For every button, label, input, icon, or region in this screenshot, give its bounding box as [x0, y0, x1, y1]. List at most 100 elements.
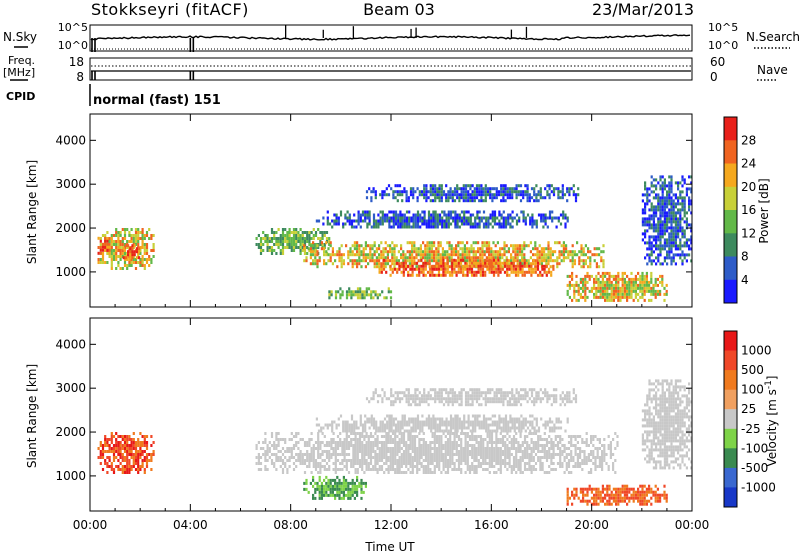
x-tick-label: 00:00	[675, 518, 710, 532]
colorbar-segment	[724, 389, 737, 410]
power-ylabel: Slant Range [km]	[25, 160, 39, 264]
colorbar-segment	[724, 233, 737, 257]
x-tick-label: 12:00	[374, 518, 409, 532]
x-tick-label: 00:00	[73, 518, 108, 532]
x-tick-label: 20:00	[574, 518, 609, 532]
y-tick-label: 3000	[55, 381, 86, 395]
nsky-tick-top: 10^5	[58, 21, 88, 34]
y-tick-label: 3000	[55, 177, 86, 191]
power-xaxis	[89, 114, 693, 307]
colorbar-tick-label: 100	[741, 383, 764, 397]
x-tick-label: 04:00	[173, 518, 208, 532]
colorbar-tick-label: -25	[741, 422, 761, 436]
data-region-2	[315, 414, 569, 433]
freq-label-2: [MHz]	[3, 66, 35, 79]
colorbar-segment	[724, 256, 737, 281]
velocity-xaxis: 00:00 04:00 08:00 12:00 16:00 20:00 00:00	[73, 318, 710, 532]
data-region-9	[641, 175, 693, 266]
colorbar-tick-label: 24	[741, 157, 756, 171]
colorbar-segment	[724, 331, 737, 351]
nsky-label: N.Sky	[3, 30, 37, 44]
colorbar-segment	[724, 487, 737, 508]
x-tick-label: 16:00	[474, 518, 509, 532]
nave-tick-bottom: 0	[710, 70, 718, 84]
data-region-5	[566, 484, 668, 506]
beam-title: Beam 03	[363, 0, 435, 19]
data-region-5	[378, 258, 555, 277]
y-tick-label: 4000	[55, 133, 86, 147]
colorbar-segment	[724, 140, 737, 164]
freq-label-1: Freq.	[8, 54, 35, 67]
colorbar-segment	[724, 163, 737, 188]
colorbar-tick-label: 4	[741, 273, 749, 287]
freq-frame	[89, 57, 693, 81]
x-tick-label: 08:00	[273, 518, 308, 532]
freq-tick-bottom: 8	[76, 70, 84, 84]
date-title: 23/Mar/2013	[592, 0, 694, 19]
data-gap-markers	[91, 38, 195, 80]
station-title: Stokkseyri (fitACF)	[91, 0, 249, 19]
colorbar-segment	[724, 186, 737, 211]
y-tick-label: 2000	[55, 425, 86, 439]
cpid-panel: CPID normal (fast) 151	[6, 84, 221, 108]
nsky-spikes	[284, 24, 528, 38]
colorbar-tick-label: 16	[741, 203, 756, 217]
data-region-1	[97, 236, 111, 255]
data-region-8	[566, 271, 668, 302]
colorbar-tick-label: -1000	[741, 480, 776, 494]
colorbar-tick-label: 20	[741, 180, 756, 194]
data-region-7	[365, 184, 580, 203]
colorbar-segment	[724, 210, 737, 234]
colorbar-segment	[724, 279, 737, 304]
velocity-panel: 1000 2000 3000 4000 00:00 04:00 08:00 12:00 16:…	[25, 317, 779, 554]
velocity-ylabel: Slant Range [km]	[25, 364, 39, 468]
colorbar-tick-label: 1000	[741, 344, 772, 358]
data-region-3	[365, 388, 578, 407]
data-region-4	[303, 475, 367, 500]
velocity-colorbar-label: Velocity [m s-1]	[764, 376, 779, 467]
nsky-panel: N.Sky 10^5 10^0 10^5 10^0 N.Search	[3, 21, 800, 52]
data-region-3	[255, 228, 331, 255]
nave-label: Nave	[757, 63, 788, 77]
colorbar-tick-label: -100	[741, 441, 768, 455]
data-region-2	[122, 244, 141, 260]
velocity-yaxis: 1000 2000 3000 4000	[55, 337, 692, 483]
y-tick-label: 2000	[55, 221, 86, 235]
power-colorbar-label: Power [dB]	[757, 178, 771, 243]
colorbar-tick-label: 12	[741, 226, 756, 240]
colorbar-segment	[724, 409, 737, 430]
time-axis-label: Time UT	[364, 540, 415, 554]
data-region-1	[255, 432, 619, 474]
nsearch-tick-bottom: 10^0	[708, 39, 738, 52]
colorbar-tick-label: 500	[741, 363, 764, 377]
data-region-10	[328, 287, 393, 300]
velocity-data	[97, 379, 693, 506]
power-data	[97, 175, 693, 302]
colorbar-segment	[724, 467, 737, 488]
power-yaxis: 1000 2000 3000 4000	[55, 133, 692, 279]
colorbar-tick-label: -500	[741, 461, 768, 475]
nsearch-tick-top: 10^5	[708, 21, 738, 34]
y-tick-label: 1000	[55, 265, 86, 279]
data-region-0	[97, 432, 155, 474]
colorbar-tick-label: 25	[741, 402, 756, 416]
y-tick-label: 1000	[55, 469, 86, 483]
nave-tick-top: 60	[710, 55, 725, 69]
data-region-6	[641, 379, 693, 470]
data-region-0	[97, 228, 155, 270]
colorbar-segment	[724, 428, 737, 449]
freq-panel: Freq. [MHz] 18 8 60 0 Nave	[3, 54, 788, 84]
data-region-6	[315, 210, 569, 229]
colorbar-segment	[724, 370, 737, 390]
velocity-colorbar: 1000 500 100 25 -25 -100 -500 -1000	[723, 330, 776, 508]
nsearch-label: N.Search	[746, 30, 800, 44]
freq-tick-top: 18	[69, 55, 84, 69]
power-panel: 1000 2000 3000 4000 Slant Range [km] 4 8 12 16…	[25, 113, 771, 308]
nsky-tick-bottom: 10^0	[58, 39, 88, 52]
y-tick-label: 4000	[55, 337, 86, 351]
colorbar-segment	[724, 448, 737, 469]
colorbar-tick-label: 28	[741, 133, 756, 147]
nsky-trace	[90, 34, 691, 41]
colorbar-segment	[724, 350, 737, 371]
